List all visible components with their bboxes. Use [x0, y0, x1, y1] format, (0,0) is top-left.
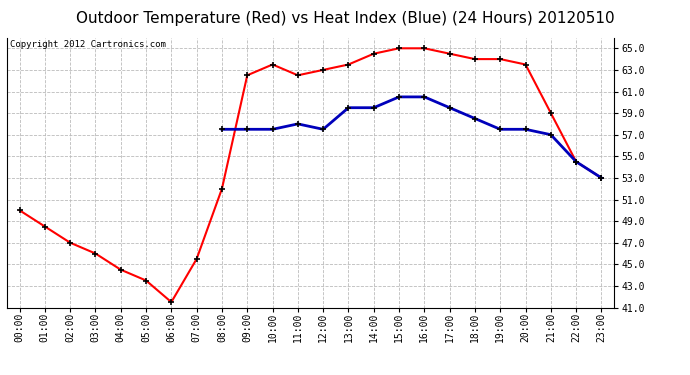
Text: Outdoor Temperature (Red) vs Heat Index (Blue) (24 Hours) 20120510: Outdoor Temperature (Red) vs Heat Index … [76, 11, 614, 26]
Text: Copyright 2012 Cartronics.com: Copyright 2012 Cartronics.com [10, 40, 166, 49]
